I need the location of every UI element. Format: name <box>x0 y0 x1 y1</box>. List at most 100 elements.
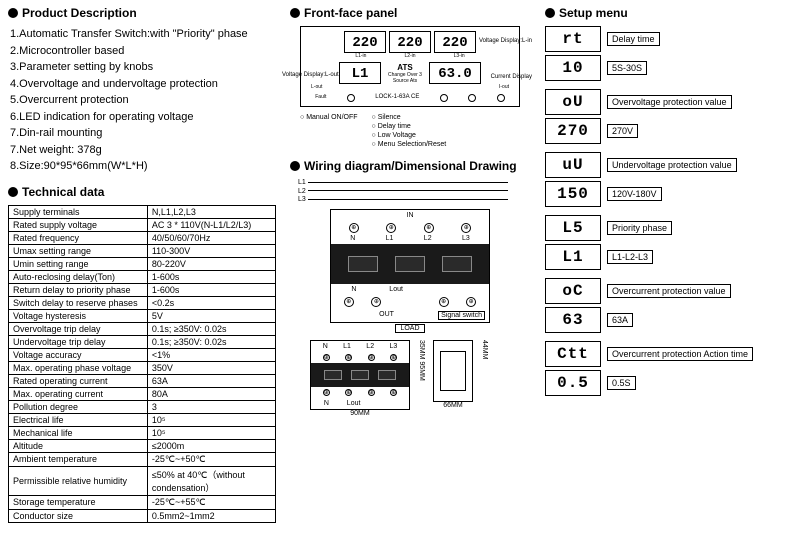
table-cell: 40/50/60/70Hz <box>147 231 275 244</box>
knob <box>468 94 476 102</box>
setup-label: Overcurrent protection Action time <box>607 347 753 361</box>
table-row: Overvoltage trip delay0.1s; ≥350V: 0.02s <box>9 322 276 335</box>
table-row: Max. operating current80A <box>9 387 276 400</box>
setup-code-display: Ctt <box>545 341 601 367</box>
signal-label: Signal switch <box>438 311 485 320</box>
table-cell: 80-220V <box>147 257 275 270</box>
term-l2: L2 <box>424 235 432 242</box>
setup-value-display: L1 <box>545 244 601 270</box>
bullet-icon <box>290 8 300 18</box>
setup-value-label: 120V-180V <box>607 187 662 201</box>
table-cell: <0.2s <box>147 296 275 309</box>
setup-pair: rtDelay time105S-30S <box>545 26 795 81</box>
table-cell: Rated frequency <box>9 231 148 244</box>
l1-in-label: L1-in <box>355 53 366 59</box>
terminal-icon: ⊕ <box>349 223 359 233</box>
load-label: LOAD <box>395 324 424 333</box>
table-cell: Altitude <box>9 439 148 452</box>
dim-width: 90MM <box>310 410 410 417</box>
out-label: OUT <box>379 311 394 320</box>
setup-code-display: L5 <box>545 215 601 241</box>
setup-value-label: L1-L2-L3 <box>607 250 653 264</box>
table-cell: -25℃~+50℃ <box>147 452 275 466</box>
table-cell: 10⁵ <box>147 413 275 426</box>
l2-in-label: L2-in <box>404 53 415 59</box>
out-lout: Lout <box>389 286 403 293</box>
table-row: Supply terminalsN,L1,L2,L3 <box>9 205 276 218</box>
table-cell: -25℃~+55℃ <box>147 495 275 509</box>
dim-depth: 66MM <box>433 402 473 409</box>
table-cell: 3 <box>147 400 275 413</box>
table-row: Voltage hysteresis5V <box>9 309 276 322</box>
setup-code-display: oU <box>545 89 601 115</box>
table-row: Permissible relative humidity≤50% at 40℃… <box>9 466 276 495</box>
bullet-icon <box>8 187 18 197</box>
out-n: N <box>351 286 356 293</box>
terminal-icon: ⊕ <box>371 297 381 307</box>
setup-pair: oCOvercurrent protection value6363A <box>545 278 795 333</box>
table-cell: 1-600s <box>147 270 275 283</box>
table-cell: Return delay to priority phase <box>9 283 148 296</box>
table-cell: 5V <box>147 309 275 322</box>
current-display: 63.0 <box>429 62 481 84</box>
table-cell: 110-300V <box>147 244 275 257</box>
bullet-icon <box>290 161 300 171</box>
setup-code-display: uU <box>545 152 601 178</box>
lout-display: L1 <box>339 62 381 84</box>
setup-label: Delay time <box>607 32 660 46</box>
dim-h3: 44MM <box>481 340 488 359</box>
desc-item: 3.Parameter setting by knobs <box>10 59 276 76</box>
table-cell: Conductor size <box>9 509 148 522</box>
table-row: Rated supply voltageAC 3 * 110V(N-L1/L2/… <box>9 218 276 231</box>
setup-pair: uUUndervoltage protection value150120V-1… <box>545 152 795 207</box>
table-cell: Voltage accuracy <box>9 348 148 361</box>
terminal-icon: ⊕ <box>461 223 471 233</box>
terminal-icon: ⊕ <box>424 223 434 233</box>
setup-pair: L5Priority phaseL1L1-L2-L3 <box>545 215 795 270</box>
technical-data-table: Supply terminalsN,L1,L2,L3Rated supply v… <box>8 205 276 523</box>
desc-item: 7.Din-rail mounting <box>10 125 276 142</box>
table-cell: Storage temperature <box>9 495 148 509</box>
table-cell: Rated operating current <box>9 374 148 387</box>
voltage-label-right: Voltage Display:L-in <box>479 38 532 44</box>
voltage-display-2: 220 <box>389 31 431 53</box>
voltage-display-3: 220 <box>434 31 476 53</box>
terminal-icon: ⊕ <box>386 223 396 233</box>
desc-item: 8.Size:90*95*66mm(W*L*H) <box>10 158 276 175</box>
line-l2: L2 <box>298 188 306 195</box>
table-cell: N,L1,L2,L3 <box>147 205 275 218</box>
table-cell: 0.5mm2~1mm2 <box>147 509 275 522</box>
setup-label: Overcurrent protection value <box>607 284 731 298</box>
line-l1: L1 <box>298 179 306 186</box>
table-row: Altitude≤2000m <box>9 439 276 452</box>
description-list: 1.Automatic Transfer Switch:with "Priori… <box>8 26 276 175</box>
terminal-icon: ⊕ <box>466 297 476 307</box>
dim-n: N <box>323 343 328 350</box>
lock-label: LOCK-1-63A CE <box>375 94 419 102</box>
desc-item: 1.Automatic Transfer Switch:with "Priori… <box>10 26 276 43</box>
table-cell: Overvoltage trip delay <box>9 322 148 335</box>
setup-value-label: 5S-30S <box>607 61 647 75</box>
term-n: N <box>350 235 355 242</box>
technical-data-header: Technical data <box>8 185 276 199</box>
desc-item: 7.Net weight: 378g <box>10 142 276 159</box>
l3-in-label: L3-in <box>454 53 465 59</box>
setup-value-label: 63A <box>607 313 633 327</box>
table-cell: Auto-reclosing delay(Ton) <box>9 270 148 283</box>
bullet-icon <box>545 8 555 18</box>
desc-item: 4.Overvoltage and undervoltage protectio… <box>10 76 276 93</box>
table-row: Rated frequency40/50/60/70Hz <box>9 231 276 244</box>
desc-item: 5.Overcurrent protection <box>10 92 276 109</box>
table-cell: Max. operating phase voltage <box>9 361 148 374</box>
wiring-header: Wiring diagram/Dimensional Drawing <box>290 159 530 173</box>
dim-l2: L2 <box>366 343 374 350</box>
table-row: Max. operating phase voltage350V <box>9 361 276 374</box>
table-cell: Supply terminals <box>9 205 148 218</box>
term-l1: L1 <box>386 235 394 242</box>
table-row: Conductor size0.5mm2~1mm2 <box>9 509 276 522</box>
table-cell: Voltage hysteresis <box>9 309 148 322</box>
table-cell: Permissible relative humidity <box>9 466 148 495</box>
setup-value-display: 0.5 <box>545 370 601 396</box>
table-cell: Ambient temperature <box>9 452 148 466</box>
table-cell: AC 3 * 110V(N-L1/L2/L3) <box>147 218 275 231</box>
